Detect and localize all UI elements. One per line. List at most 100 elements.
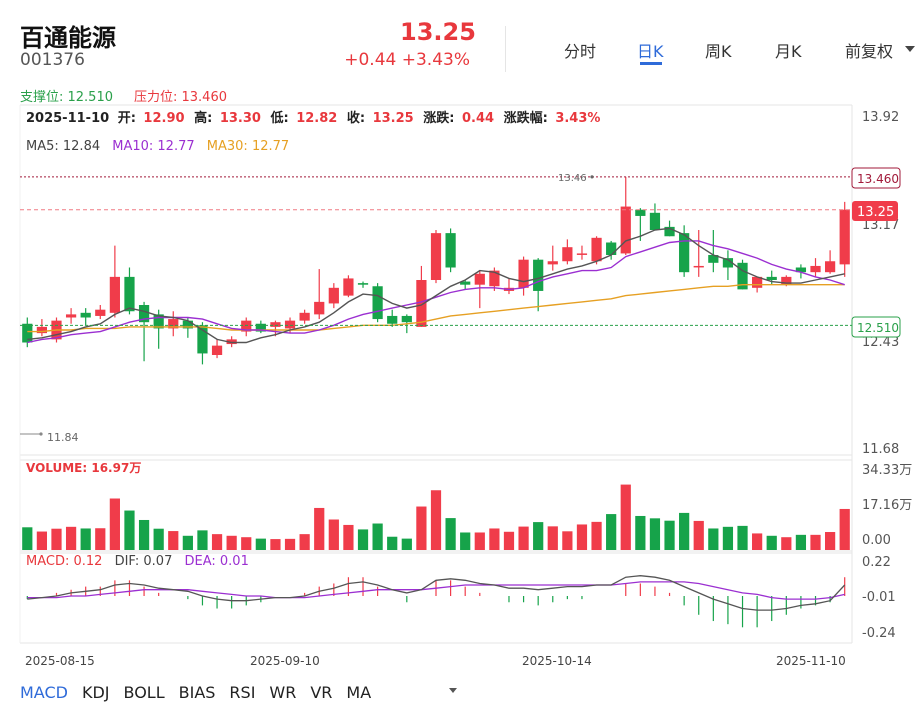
chart-grid [19, 104, 853, 644]
indicator-wr[interactable]: WR [269, 683, 297, 702]
volume-tick: 34.33万 [862, 463, 912, 478]
macd-tick: -0.01 [862, 590, 896, 605]
macd-series [26, 575, 846, 628]
volume-bar [284, 538, 296, 550]
tab-daily-k[interactable]: 日K [637, 42, 664, 61]
candle-body [270, 322, 281, 327]
volume-bar [679, 512, 690, 550]
info-close-label: 收: [347, 110, 365, 126]
ma10-label: MA10: 12.77 [112, 139, 194, 154]
volume-bar [766, 535, 777, 550]
volume-bar [591, 521, 602, 550]
candle-body [445, 233, 456, 268]
support-tag-text: 12.510 [857, 321, 899, 335]
macd-label: MACD: 0.12 [26, 554, 102, 569]
volume-label: VOLUME: 16.97万 [26, 461, 141, 475]
current-price: 13.25 [400, 18, 476, 46]
volume-bar [781, 537, 792, 550]
candle-body [197, 325, 208, 354]
indicator-boll[interactable]: BOLL [123, 683, 165, 702]
candle-body [620, 206, 631, 254]
info-low: 12.82 [296, 111, 337, 126]
volume-bar [620, 484, 631, 550]
info-low-label: 低: [269, 110, 288, 126]
volume-bar [460, 532, 471, 550]
candle-body [109, 276, 120, 313]
volume-bar [824, 532, 836, 550]
candle-body [226, 339, 237, 345]
price-tick: 13.92 [862, 110, 899, 125]
candle-body [708, 255, 719, 263]
candle-body [810, 265, 821, 273]
volume-bar [547, 526, 558, 550]
candle-body [168, 319, 179, 329]
active-tab-underline [640, 62, 662, 65]
candle-body [80, 312, 91, 318]
volume-bar [153, 528, 164, 550]
tab-monthly-k[interactable]: 月K [775, 42, 802, 61]
adjust-dropdown[interactable]: 前复权 [845, 42, 894, 61]
price-tick: 12.43 [862, 335, 899, 350]
candle-body [299, 312, 310, 321]
volume-bar [489, 528, 500, 550]
info-pct-label: 涨跌幅: [503, 110, 548, 126]
candle-body [430, 233, 442, 280]
ma10-line [27, 240, 845, 344]
svg-text:MA5: 12.84 MA10: 12.77: MA5: 12.84 MA10: 12.77 MA30: 12.77 [26, 139, 289, 154]
info-close: 13.25 [373, 111, 414, 126]
volume-bar [722, 526, 734, 550]
indicator-ma[interactable]: MA [346, 683, 372, 702]
volume-bar [357, 529, 369, 550]
svg-text:2025-11-10 开: 12.90: 2025-11-10 开: 12.90 高: 13.30 低: 12.82 收:… [26, 110, 600, 126]
volume-bar [693, 520, 704, 550]
volume-bar [241, 537, 252, 550]
volume-bar [197, 530, 208, 550]
ma5-line [27, 227, 845, 344]
indicator-kdj[interactable]: KDJ [81, 683, 110, 702]
moving-average-lines [27, 227, 845, 344]
indicator-vr[interactable]: VR [310, 683, 333, 702]
info-date: 2025-11-10 [26, 111, 109, 126]
info-chg-label: 涨跌: [422, 110, 454, 126]
candle-body [693, 265, 704, 268]
tab-intraday[interactable]: 分时 [564, 42, 597, 61]
info-high: 13.30 [220, 111, 261, 126]
resistance-level: 压力位: 13.460 [134, 90, 227, 105]
low-marker: 11.84 [47, 431, 79, 444]
resistance-tag [851, 167, 901, 189]
volume-bar [36, 531, 48, 550]
volume-bar [401, 538, 412, 550]
volume-bar [65, 526, 77, 550]
high-marker: 13.46 [558, 173, 587, 184]
candle-body [36, 326, 48, 334]
price-tick: 11.68 [862, 442, 899, 457]
candle-body [766, 276, 777, 280]
indicator-bias[interactable]: BIAS [178, 683, 216, 702]
volume-bars [22, 484, 850, 550]
volume-bar [314, 507, 325, 550]
indicator-macd[interactable]: MACD [20, 683, 68, 702]
candle-body [357, 283, 369, 285]
date-tick: 2025-10-14 [522, 654, 592, 668]
candle-body [372, 286, 383, 320]
dropdown-arrow-icon[interactable] [905, 46, 915, 52]
info-open: 12.90 [143, 111, 184, 126]
ma30-label: MA30: 12.77 [207, 139, 289, 154]
candle-body [752, 276, 763, 288]
ma30-line [27, 284, 845, 333]
candle-body [22, 323, 33, 343]
candle-body [649, 212, 661, 230]
indicator-rsi[interactable]: RSI [229, 683, 256, 702]
candle-body [401, 315, 412, 323]
high-marker-dot [590, 175, 594, 179]
candle-body [124, 276, 135, 312]
more-indicators-arrow-icon[interactable] [449, 688, 457, 693]
volume-bar [226, 535, 237, 550]
candle-body [284, 320, 296, 329]
tab-weekly-k[interactable]: 周K [705, 42, 732, 61]
candle-body [635, 209, 646, 216]
candle-body [606, 242, 617, 255]
volume-bar [109, 498, 120, 550]
volume-bar [430, 490, 442, 550]
